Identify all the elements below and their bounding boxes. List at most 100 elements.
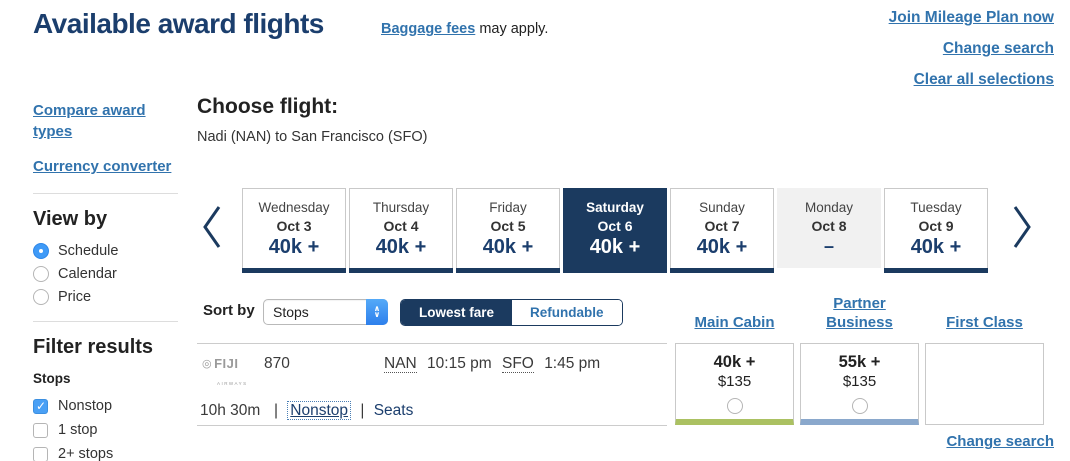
departure-airport-code[interactable]: NAN xyxy=(384,355,417,373)
sidebar: Compare award types Currency converter V… xyxy=(33,100,183,461)
checkbox-label: Nonstop xyxy=(58,398,113,414)
separator: | xyxy=(269,402,278,419)
filter-results-block: Filter results Stops Nonstop 1 stop 2+ s… xyxy=(33,336,183,461)
date-day: Tuesday xyxy=(910,200,962,215)
radio-label: Calendar xyxy=(58,266,117,282)
radio-price[interactable]: Price xyxy=(33,289,183,305)
date-day: Sunday xyxy=(699,200,745,215)
sort-select[interactable]: Stops ∧ ∨ xyxy=(263,299,388,325)
carousel-prev-button[interactable] xyxy=(201,203,223,256)
first-class-column-header: First Class xyxy=(925,313,1044,332)
sort-by-label: Sort by xyxy=(203,302,255,319)
partner-business-link[interactable]: Partner Business xyxy=(826,295,893,331)
sidebar-divider xyxy=(33,321,178,322)
header-links: Join Mileage Plan now Change search Clea… xyxy=(889,9,1054,102)
checkbox-unchecked-icon[interactable] xyxy=(33,422,48,438)
lowest-fare-toggle[interactable]: Lowest fare xyxy=(401,300,513,325)
date-value: Oct 7 xyxy=(704,218,740,234)
departure-time: 10:15 pm xyxy=(427,355,492,372)
fare-radio-button[interactable] xyxy=(851,398,868,414)
checkbox-label: 2+ stops xyxy=(58,446,114,461)
partner-business-fare-cell[interactable]: 55k + $135 xyxy=(800,343,919,425)
baggage-note: Baggage fees may apply. xyxy=(381,21,548,37)
checkbox-nonstop[interactable]: Nonstop xyxy=(33,398,183,414)
separator: | xyxy=(360,402,365,419)
date-tab-oct3[interactable]: Wednesday Oct 3 40k + xyxy=(242,188,346,273)
change-search-link-top[interactable]: Change search xyxy=(942,40,1054,57)
baggage-fees-link[interactable]: Baggage fees xyxy=(381,21,476,37)
fare-taxes: $135 xyxy=(842,373,877,390)
date-tab-oct5[interactable]: Friday Oct 5 40k + xyxy=(456,188,560,273)
radio-label: Schedule xyxy=(58,243,119,259)
flight-details: 10h 30m | Nonstop | Seats xyxy=(200,401,667,421)
route-text: Nadi (NAN) to San Francisco (SFO) xyxy=(197,129,428,145)
main-cabin-link[interactable]: Main Cabin xyxy=(694,314,775,331)
choose-flight-heading: Choose flight: xyxy=(197,95,339,118)
view-by-title: View by xyxy=(33,208,108,230)
date-value: Oct 5 xyxy=(490,218,526,234)
date-value: Oct 9 xyxy=(918,218,954,234)
date-value: Oct 8 xyxy=(811,218,847,234)
main-cabin-column-header: Main Cabin xyxy=(675,313,794,332)
date-tab-oct4[interactable]: Thursday Oct 4 40k + xyxy=(349,188,453,273)
first-class-link[interactable]: First Class xyxy=(946,314,1023,331)
clear-all-selections-link[interactable]: Clear all selections xyxy=(913,71,1054,88)
date-day: Wednesday xyxy=(258,200,330,215)
date-price: – xyxy=(823,236,834,256)
select-stepper-icon: ∧ ∨ xyxy=(366,299,388,325)
date-tab-oct8-unavailable: Monday Oct 8 – xyxy=(777,188,881,268)
filter-results-title: Filter results xyxy=(33,336,154,358)
join-mileage-plan-link[interactable]: Join Mileage Plan now xyxy=(888,9,1054,26)
checkbox-checked-icon[interactable] xyxy=(33,398,48,414)
stops-group-title: Stops xyxy=(33,371,71,386)
refundable-toggle[interactable]: Refundable xyxy=(512,300,622,325)
partner-business-column-header: Partner Business xyxy=(800,294,919,332)
date-value: Oct 4 xyxy=(383,218,419,234)
compare-award-types-link[interactable]: Compare award types xyxy=(33,102,146,140)
flight-times: NAN 10:15 pm SFO 1:45 pm xyxy=(384,354,606,374)
arrival-time: 1:45 pm xyxy=(544,355,601,372)
airline-name: FIJI xyxy=(202,354,264,374)
date-carousel: Wednesday Oct 3 40k + Thursday Oct 4 40k… xyxy=(242,188,988,273)
page-title: Available award flights xyxy=(33,8,324,39)
date-price: 40k + xyxy=(910,236,962,258)
currency-converter-link[interactable]: Currency converter xyxy=(33,158,172,175)
airline-subname: AIRWAYS xyxy=(217,381,248,386)
fare-taxes: $135 xyxy=(717,373,752,390)
change-search-link-bottom[interactable]: Change search xyxy=(946,433,1054,450)
checkbox-1-stop[interactable]: 1 stop xyxy=(33,422,183,438)
checkbox-label: 1 stop xyxy=(58,422,98,438)
radio-unselected-icon[interactable] xyxy=(33,266,49,282)
chevron-right-icon xyxy=(1013,206,1031,248)
baggage-note-text: may apply. xyxy=(475,21,549,37)
date-price: 40k + xyxy=(482,236,534,258)
fiji-airways-logo: FIJI AIRWAYS xyxy=(202,354,264,394)
first-class-fare-cell-empty xyxy=(925,343,1044,425)
radio-unselected-icon[interactable] xyxy=(33,289,49,305)
date-tab-oct9[interactable]: Tuesday Oct 9 40k + xyxy=(884,188,988,273)
date-value: Oct 3 xyxy=(276,218,312,234)
seats-link[interactable]: Seats xyxy=(373,402,414,419)
date-day: Friday xyxy=(489,200,527,215)
checkbox-2plus-stops[interactable]: 2+ stops xyxy=(33,446,183,461)
radio-selected-icon[interactable] xyxy=(33,243,49,259)
fare-toggle: Lowest fare Refundable xyxy=(400,299,623,326)
checkbox-unchecked-icon[interactable] xyxy=(33,446,48,461)
date-tab-oct7[interactable]: Sunday Oct 7 40k + xyxy=(670,188,774,273)
carousel-next-button[interactable] xyxy=(1011,203,1033,256)
main-cabin-fare-cell[interactable]: 40k + $135 xyxy=(675,343,794,425)
nonstop-link[interactable]: Nonstop xyxy=(287,401,352,420)
sort-selected-value: Stops xyxy=(273,304,309,320)
radio-calendar[interactable]: Calendar xyxy=(33,266,183,282)
arrival-airport-code[interactable]: SFO xyxy=(502,355,534,373)
date-day: Thursday xyxy=(372,200,430,215)
date-price: 40k + xyxy=(589,236,641,258)
date-day: Saturday xyxy=(586,200,644,215)
date-day: Monday xyxy=(804,200,854,215)
date-tab-oct6-selected[interactable]: Saturday Oct 6 40k + xyxy=(563,188,667,273)
radio-schedule[interactable]: Schedule xyxy=(33,243,183,259)
sidebar-divider xyxy=(33,193,178,194)
fare-radio-button[interactable] xyxy=(726,398,743,414)
date-price: 40k + xyxy=(375,236,427,258)
